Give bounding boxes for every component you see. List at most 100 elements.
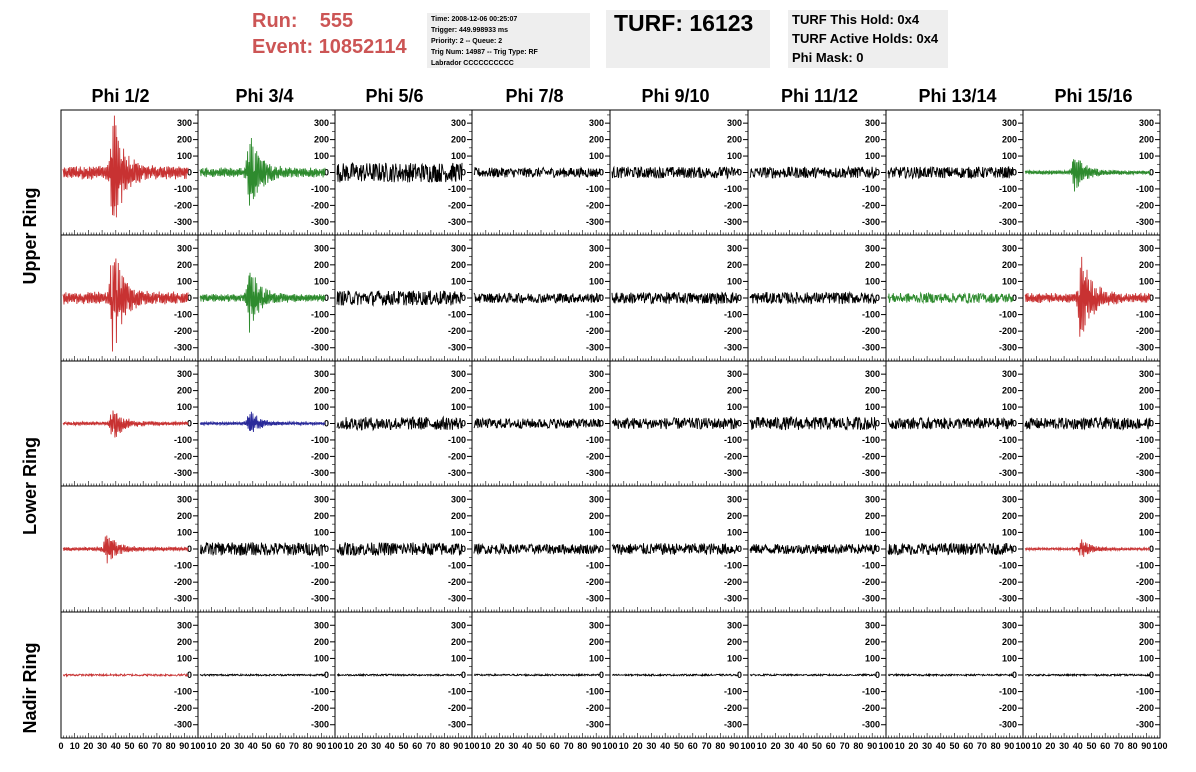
x-tick-label: 10 bbox=[619, 741, 629, 751]
y-tick-label: -200 bbox=[1136, 577, 1154, 587]
y-tick-label: 200 bbox=[177, 135, 192, 145]
x-tick-label: 30 bbox=[371, 741, 381, 751]
y-tick-label: 200 bbox=[314, 260, 329, 270]
waveform-trace bbox=[473, 672, 601, 678]
y-tick-label: 0 bbox=[1149, 293, 1154, 303]
y-tick-label: -200 bbox=[311, 577, 329, 587]
waveform-trace bbox=[611, 165, 739, 180]
y-tick-label: 300 bbox=[727, 243, 742, 253]
y-tick-label: 300 bbox=[1002, 620, 1017, 630]
y-tick-label: 300 bbox=[451, 369, 466, 379]
y-tick-label: 100 bbox=[589, 151, 604, 161]
y-tick-label: -300 bbox=[724, 468, 742, 478]
y-tick-label: -100 bbox=[999, 687, 1017, 697]
x-tick-label: 20 bbox=[83, 741, 93, 751]
y-tick-label: 0 bbox=[599, 419, 604, 429]
y-tick-label: -100 bbox=[586, 561, 604, 571]
y-tick-label: -200 bbox=[862, 451, 880, 461]
y-tick-label: -300 bbox=[999, 594, 1017, 604]
y-tick-label: 200 bbox=[589, 386, 604, 396]
y-tick-label: 300 bbox=[727, 369, 742, 379]
x-tick-label: 80 bbox=[577, 741, 587, 751]
x-tick-label: 20 bbox=[1045, 741, 1055, 751]
y-tick-label: -300 bbox=[311, 594, 329, 604]
y-tick-label: 100 bbox=[727, 151, 742, 161]
y-tick-label: 0 bbox=[324, 670, 329, 680]
y-tick-label: 300 bbox=[589, 494, 604, 504]
col-header-phi-7-8: Phi 7/8 bbox=[505, 86, 564, 106]
y-tick-label: -200 bbox=[174, 451, 192, 461]
x-tick-label: 20 bbox=[495, 741, 505, 751]
y-tick-label: -300 bbox=[586, 217, 604, 227]
y-tick-label: 300 bbox=[1139, 620, 1154, 630]
y-tick-label: -100 bbox=[448, 310, 466, 320]
waveform-trace bbox=[336, 290, 463, 307]
y-tick-label: -100 bbox=[724, 184, 742, 194]
waveform-trace bbox=[199, 272, 326, 333]
waveform-trace bbox=[336, 542, 463, 556]
x-tick-label: 50 bbox=[949, 741, 959, 751]
y-tick-label: 200 bbox=[727, 135, 742, 145]
y-tick-label: 300 bbox=[177, 369, 192, 379]
y-tick-label: 200 bbox=[865, 637, 880, 647]
y-tick-label: -200 bbox=[174, 577, 192, 587]
y-tick-label: -300 bbox=[862, 594, 880, 604]
y-tick-label: -200 bbox=[448, 703, 466, 713]
y-tick-label: -100 bbox=[1136, 184, 1154, 194]
y-tick-label: -100 bbox=[174, 687, 192, 697]
y-tick-label: 300 bbox=[1002, 243, 1017, 253]
y-tick-label: -200 bbox=[999, 577, 1017, 587]
y-tick-label: 300 bbox=[865, 494, 880, 504]
run-value: 555 bbox=[319, 10, 354, 32]
y-tick-label: 300 bbox=[1139, 369, 1154, 379]
run-row: Run: 555 bbox=[252, 8, 407, 34]
y-tick-label: 0 bbox=[324, 168, 329, 178]
y-tick-label: 0 bbox=[1012, 168, 1017, 178]
y-tick-label: 100 bbox=[314, 527, 329, 537]
y-tick-label: -300 bbox=[586, 468, 604, 478]
y-tick-label: 0 bbox=[1149, 168, 1154, 178]
y-tick-label: 200 bbox=[1002, 637, 1017, 647]
y-tick-label: 100 bbox=[314, 276, 329, 286]
y-tick-label: -200 bbox=[999, 703, 1017, 713]
y-tick-label: 100 bbox=[589, 402, 604, 412]
y-tick-label: 300 bbox=[314, 118, 329, 128]
waveform-trace bbox=[62, 410, 189, 438]
y-tick-label: 200 bbox=[314, 135, 329, 145]
waveform-trace bbox=[473, 292, 601, 304]
col-header-phi-13-14: Phi 13/14 bbox=[918, 86, 997, 106]
y-tick-label: 100 bbox=[589, 527, 604, 537]
y-tick-label: -100 bbox=[862, 310, 880, 320]
event-row: Event: 10852114 bbox=[252, 34, 407, 60]
y-tick-label: 300 bbox=[451, 243, 466, 253]
x-tick-label: 30 bbox=[646, 741, 656, 751]
y-tick-label: -200 bbox=[174, 326, 192, 336]
waveform-trace bbox=[473, 417, 601, 430]
y-tick-label: -200 bbox=[724, 451, 742, 461]
y-tick-label: 0 bbox=[187, 544, 192, 554]
waveform-trace bbox=[887, 291, 1014, 305]
y-tick-label: 0 bbox=[599, 544, 604, 554]
waveform-trace bbox=[749, 672, 877, 677]
y-tick-label: 200 bbox=[589, 260, 604, 270]
y-tick-label: 200 bbox=[1002, 386, 1017, 396]
y-tick-label: 0 bbox=[461, 670, 466, 680]
y-tick-label: 0 bbox=[187, 293, 192, 303]
x-tick-label: 20 bbox=[220, 741, 230, 751]
y-tick-label: -300 bbox=[724, 217, 742, 227]
x-tick-label: 90 bbox=[867, 741, 877, 751]
y-tick-label: -300 bbox=[999, 720, 1017, 730]
y-tick-label: -100 bbox=[1136, 435, 1154, 445]
x-tick-label: 60 bbox=[1100, 741, 1110, 751]
y-tick-label: -100 bbox=[174, 561, 192, 571]
y-tick-label: 200 bbox=[865, 135, 880, 145]
x-tick-label: 20 bbox=[633, 741, 643, 751]
y-tick-label: -100 bbox=[311, 184, 329, 194]
y-tick-label: -200 bbox=[586, 451, 604, 461]
y-tick-label: 100 bbox=[451, 527, 466, 537]
y-tick-label: 200 bbox=[1002, 135, 1017, 145]
x-tick-label: 40 bbox=[660, 741, 670, 751]
y-tick-label: 0 bbox=[187, 670, 192, 680]
y-tick-label: 100 bbox=[177, 402, 192, 412]
y-tick-label: -100 bbox=[448, 687, 466, 697]
